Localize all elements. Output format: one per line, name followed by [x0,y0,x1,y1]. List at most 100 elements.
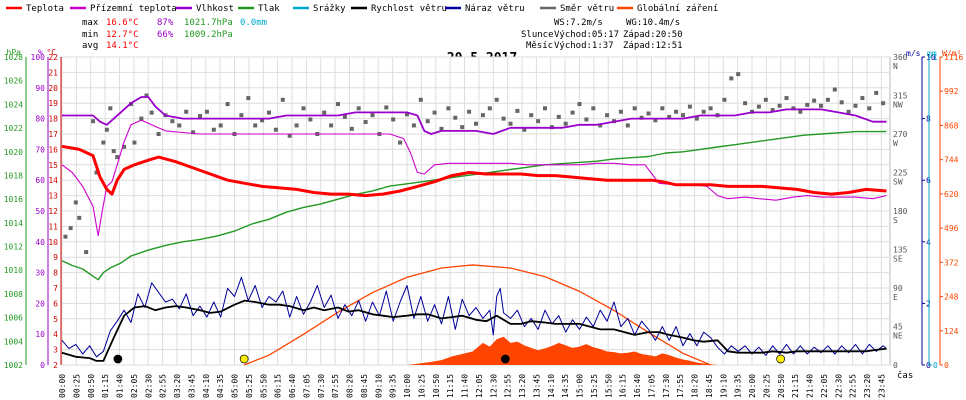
wind-dir-point [63,234,68,239]
x-tick-label: 14:10 [547,374,556,398]
x-tick-label: 02:05 [130,374,139,398]
mm-axis-tick: 0 [933,361,938,370]
wind-dir-point [405,112,409,117]
hpa-axis-tick: 1008 [4,290,23,299]
legend-item: Srážky [293,4,346,14]
wind-dir-point [467,109,472,114]
x-tick-label: 13:45 [532,374,541,398]
wind-dir-tick: 180 [893,207,908,216]
celsius-axis-tick: 20 [48,84,58,93]
celsius-axis-tick: 17 [48,130,58,139]
x-tick-label: 05:00 [231,374,240,398]
legend-item: Teplota [6,4,64,14]
x-tick-label: 17:30 [662,374,671,398]
wm2-axis-tick: 0 [944,361,949,370]
wind-dir-point [94,170,99,175]
wind-dir-tick: 0 [893,361,898,370]
hpa-axis-unit: hPa [7,48,22,57]
wind-dir-point [674,109,679,114]
wind-speed-line [61,299,887,362]
stat-avg-temp: 14.1°C [106,41,139,51]
wind-dir-point [501,116,506,121]
pressure-line [61,130,887,281]
wm2-axis-unit: W/m² [942,49,961,58]
wind-dir-point [115,155,120,160]
x-tick-label: 11:40 [461,374,470,398]
x-tick-label: 03:45 [187,374,196,398]
wind-dir-point [336,102,340,107]
wind-dir-point [701,109,706,114]
wind-dir-tick-name: N [893,62,898,71]
wind-dir-point [819,103,823,108]
x-tick-label: 00:25 [72,374,81,398]
wind-dir-point [287,133,292,138]
pct-axis-unit: % [38,48,43,57]
x-tick-label: 17:05 [647,374,656,398]
wind-dir-point [536,119,541,124]
hpa-axis-tick: 1020 [4,148,23,157]
wind-dir-point [853,103,858,108]
radiation-area [407,336,718,365]
legend-label: Náraz větru [465,4,525,14]
wind-dir-tick: 315 [893,92,908,101]
x-tick-label: 04:10 [202,374,211,398]
wind-dir-point [301,106,306,111]
hpa-axis-tick: 1026 [4,77,23,86]
wind-dir-point [480,113,485,118]
x-tick-label: 08:45 [360,374,369,398]
stat-max-temp: 16.6°C [106,18,139,28]
wind-dir-point [763,97,768,102]
temperature-line [61,144,887,198]
x-tick-label: 01:15 [101,374,110,398]
wind-dir-point [846,109,851,114]
wm2-axis-tick: 620 [944,190,959,199]
ground-temp-line [61,119,887,237]
wind-dir-tick-name: SW [893,178,903,187]
wind-dir-point [149,110,154,115]
stat-min-label: min [82,30,98,40]
wind-dir-point [218,123,223,128]
wind-dir-point [446,106,451,111]
wind-dir-point [384,105,389,110]
wind-dir-point [812,98,817,103]
pct-axis-tick: 40 [35,238,45,247]
stat-min-press: 1009.2hPa [184,30,233,40]
x-tick-label: 09:35 [389,374,398,398]
stat-max-label: max [82,18,99,28]
grid [61,56,891,366]
stat-min-hum: 66% [157,30,174,40]
x-tick-label: 22:55 [849,374,858,398]
wind-dir-point [791,106,796,111]
celsius-axis-tick: 7 [53,284,58,293]
wind-dir-point [522,127,527,132]
x-tick-label: 23:20 [863,374,872,398]
stat-max-rain: 0.0mm [240,18,267,28]
x-tick-label: 17:55 [676,374,685,398]
stat-max-press: 1021.7hPa [184,18,233,28]
x-tick-label: 00:00 [58,374,67,398]
wind-dir-point [356,106,361,111]
wind-dir-point [694,116,699,121]
wind-dir-point [156,132,161,136]
ms-axis-tick: 0 [926,361,931,370]
x-tick-label: 20:00 [748,374,757,398]
plot-area [61,72,887,366]
x-tick-label: 06:15 [274,374,283,398]
x-tick-label: 03:20 [173,374,182,398]
x-tick-label: 16:15 [619,374,628,398]
marker-moon [113,354,123,364]
wind-dir-point [687,104,692,109]
legend-item: Přízemní teplota [70,4,177,14]
wind-sun-info: WS:7.2m/s WG:10.4m/s Slunce Východ:05:17… [521,18,683,51]
legend-item: Tlak [238,4,280,14]
celsius-axis-tick: 8 [53,269,58,278]
wind-dir-point [84,250,89,255]
wind-dir-point [411,123,416,128]
humidity-line [62,96,887,135]
wind-dir-point [267,110,271,115]
hpa-axis-tick: 1010 [4,266,23,275]
wind-dir-tick-name: E [893,293,898,302]
legend-item: Náraz větru [445,4,525,14]
mm-axis-unit: mm [927,49,937,58]
